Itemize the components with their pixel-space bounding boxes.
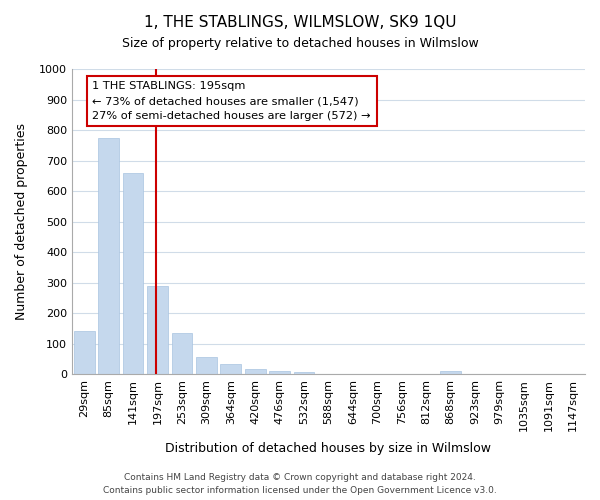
Bar (220, 364, 241, 374)
Bar (122, 172, 143, 374)
Text: 1 THE STABLINGS: 195sqm
← 73% of detached houses are smaller (1,547)
27% of semi: 1 THE STABLINGS: 195sqm ← 73% of detache… (92, 81, 371, 121)
Text: 1, THE STABLINGS, WILMSLOW, SK9 1QU: 1, THE STABLINGS, WILMSLOW, SK9 1QU (144, 15, 456, 30)
Text: Size of property relative to detached houses in Wilmslow: Size of property relative to detached ho… (122, 38, 478, 51)
Y-axis label: Number of detached properties: Number of detached properties (15, 123, 28, 320)
Bar (74, 332, 95, 374)
Bar (196, 358, 217, 374)
Bar (147, 286, 168, 374)
Bar (440, 371, 461, 374)
Bar (172, 333, 192, 374)
X-axis label: Distribution of detached houses by size in Wilmslow: Distribution of detached houses by size … (166, 442, 491, 455)
Bar (269, 371, 290, 374)
Bar (98, 138, 119, 374)
Bar (293, 372, 314, 374)
Text: Contains HM Land Registry data © Crown copyright and database right 2024.
Contai: Contains HM Land Registry data © Crown c… (103, 474, 497, 495)
Bar (245, 369, 266, 374)
